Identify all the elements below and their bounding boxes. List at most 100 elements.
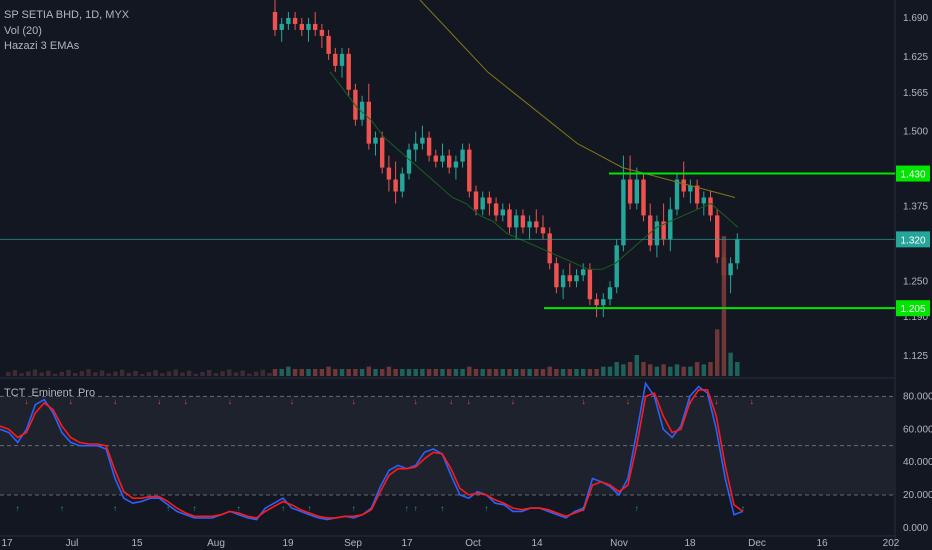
candle-body (386, 167, 392, 180)
candle-body (668, 209, 673, 240)
volume-bar (467, 366, 472, 376)
candle-body (420, 137, 425, 144)
buy-arrow-marker: ↑ (281, 504, 285, 513)
volume-indicator-label[interactable]: Vol (20) (4, 25, 42, 37)
volume-bar (547, 366, 552, 376)
buy-arrow-marker: ↑ (440, 504, 444, 513)
price-badge (896, 300, 930, 317)
candle-body (728, 263, 733, 276)
candle-body (366, 101, 371, 144)
price-tick-label: 1.500 (903, 127, 928, 138)
volume-bar (641, 362, 646, 376)
candle-body (373, 137, 378, 144)
buy-arrow-marker: ↑ (635, 504, 639, 513)
oscillator-tick-label: 20.000 (903, 490, 932, 501)
candle-body (447, 155, 452, 168)
candle-body (581, 269, 586, 276)
volume-bar (99, 370, 105, 376)
candle-body (648, 215, 653, 246)
volume-bar (648, 364, 653, 376)
volume-bar (113, 371, 118, 376)
volume-bar (213, 373, 219, 376)
volume-bar (587, 369, 593, 376)
time-tick-label: Jul (66, 538, 79, 549)
candle-body (306, 23, 311, 30)
buy-arrow-marker: ↑ (113, 504, 117, 513)
sell-arrow-marker: ↓ (626, 397, 630, 406)
volume-bar (180, 372, 185, 376)
price-tick-label: 1.565 (903, 88, 928, 99)
volume-bar (406, 369, 412, 376)
volume-bar (227, 369, 232, 376)
candle-body (607, 287, 613, 300)
candle-body (286, 17, 291, 24)
ema-indicator-label[interactable]: Hazazi 3 EMAs (4, 40, 80, 52)
volume-bar (487, 369, 492, 376)
sell-arrow-marker: ↓ (511, 397, 515, 406)
volume-bar (440, 369, 445, 376)
candle-body (426, 137, 432, 156)
candle-body (520, 215, 526, 228)
candle-body (534, 221, 539, 228)
candle-body (460, 149, 465, 162)
volume-bar (708, 362, 713, 376)
volume-bar (728, 352, 733, 376)
volume-bar (140, 374, 145, 376)
buy-arrow-marker: ↑ (60, 504, 64, 513)
buy-arrow-marker: ↑ (352, 504, 356, 513)
sell-arrow-marker: ↓ (157, 397, 161, 406)
time-tick-label: 17 (401, 538, 413, 549)
volume-bar (240, 370, 245, 376)
volume-bar (654, 366, 660, 376)
volume-bar (313, 369, 318, 376)
volume-bar (715, 329, 720, 376)
volume-bar (126, 372, 131, 376)
candle-body (527, 221, 532, 228)
volume-bar (601, 366, 606, 376)
volume-bar (567, 369, 572, 376)
volume-bar (554, 369, 559, 376)
volume-bar (326, 366, 331, 376)
candle-body (480, 197, 485, 210)
chart-title: SP SETIA BHD, 1D, MYX (4, 9, 130, 21)
volume-bar (292, 369, 298, 376)
buy-arrow-marker: ↑ (405, 504, 409, 513)
candle-body (654, 221, 660, 246)
candle-body (661, 221, 666, 240)
sell-arrow-marker: ↓ (25, 397, 29, 406)
sell-arrow-marker: ↓ (113, 397, 117, 406)
sell-arrow-marker: ↓ (352, 397, 356, 406)
volume-bar (6, 372, 11, 376)
candle-body (433, 155, 438, 162)
volume-bar (233, 372, 239, 376)
volume-bar (153, 370, 158, 376)
sell-arrow-marker: ↓ (414, 397, 418, 406)
candle-body (400, 173, 405, 192)
sell-arrow-marker: ↓ (582, 397, 586, 406)
buy-arrow-marker: ↑ (166, 504, 170, 513)
volume-bar (627, 362, 633, 376)
volume-bar (299, 369, 304, 376)
sell-arrow-marker: ↓ (69, 397, 73, 406)
volume-bar (681, 366, 686, 376)
sell-arrow-marker: ↓ (467, 397, 471, 406)
candle-body (701, 197, 706, 204)
buy-arrow-marker: ↑ (237, 504, 241, 513)
candle-body (547, 233, 552, 264)
sell-arrow-marker: ↓ (228, 397, 232, 406)
volume-bar (514, 369, 519, 376)
candle-body (507, 209, 512, 228)
time-tick-label: Nov (610, 538, 628, 549)
candle-body (681, 179, 686, 192)
volume-bar (674, 364, 680, 376)
volume-bar (52, 373, 58, 376)
volume-bar (453, 369, 459, 376)
buy-arrow-marker: ↑ (582, 504, 586, 513)
volume-bar (19, 373, 24, 376)
volume-bar (39, 372, 44, 376)
volume-bar (353, 369, 358, 376)
volume-bar (306, 369, 311, 376)
candle-body (621, 179, 626, 246)
volume-bar (694, 362, 700, 376)
